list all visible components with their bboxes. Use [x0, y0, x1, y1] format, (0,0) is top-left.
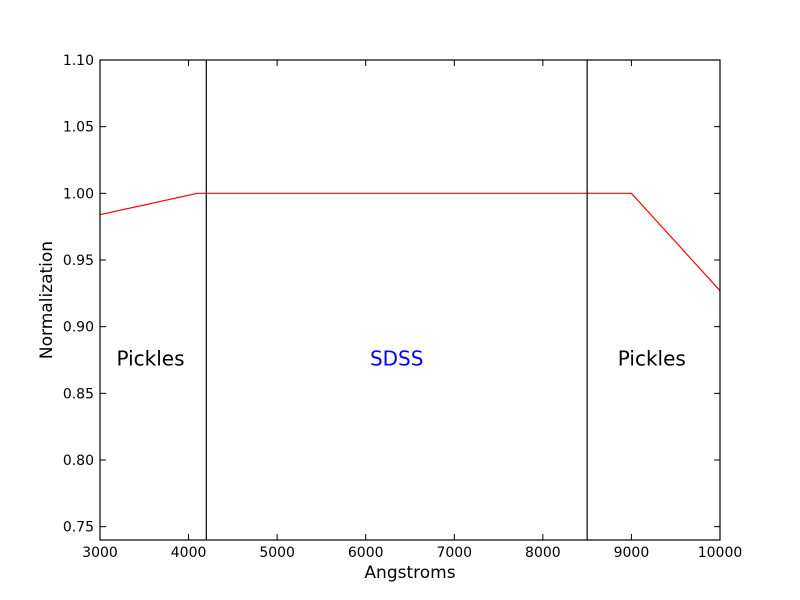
y-tick-label: 1.05: [63, 120, 94, 136]
annotation-label-1: SDSS: [370, 347, 424, 371]
y-tick-label: 1.10: [63, 53, 94, 69]
y-axis-title: Normalization: [37, 241, 57, 359]
x-tick-label: 8000: [525, 545, 561, 561]
x-tick-label: 7000: [436, 545, 472, 561]
y-tick-label: 0.75: [63, 520, 94, 536]
x-tick-label: 4000: [171, 545, 207, 561]
y-tick-label: 0.80: [63, 453, 94, 469]
axis-ticks: 3000 4000 5000 6000 7000 8000 9000 10000 0.75 0.8…: [63, 53, 742, 561]
y-tick-label: 0.90: [63, 320, 94, 336]
x-tick-label: 6000: [348, 545, 384, 561]
x-axis-title: Angstroms: [364, 563, 455, 583]
x-tick-label: 3000: [82, 545, 118, 561]
plot-border: [99, 59, 721, 541]
plot-marks: [99, 60, 721, 540]
annotation-label-0: Pickles: [116, 347, 184, 371]
y-tick-label: 1.00: [63, 186, 94, 202]
y-tick-label: 0.85: [63, 386, 94, 402]
y-tick-label: 0.95: [63, 253, 94, 269]
x-tick-label: 10000: [698, 545, 743, 561]
x-tick-label: 9000: [614, 545, 650, 561]
series-line-0: [99, 192, 721, 292]
annotations: Pickles SDSS Pickles: [116, 347, 685, 371]
annotation-label-2: Pickles: [618, 347, 686, 371]
x-tick-label: 5000: [259, 545, 295, 561]
plot-frame: [99, 59, 721, 541]
